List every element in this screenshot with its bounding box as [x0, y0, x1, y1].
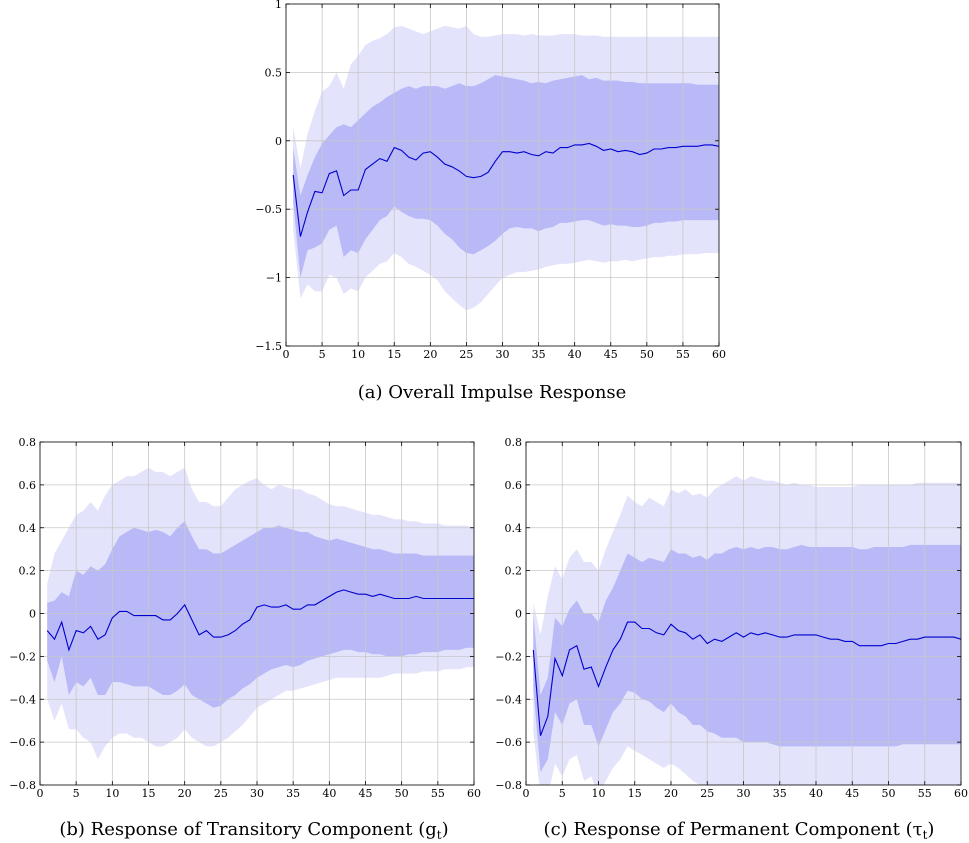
- y-tick-label: 0: [515, 608, 522, 621]
- x-tick-label: 30: [250, 787, 264, 800]
- y-tick-label: −1: [266, 272, 282, 285]
- x-tick-label: 60: [467, 787, 481, 800]
- x-tick-label: 0: [523, 787, 530, 800]
- y-tick-label: 0.4: [19, 522, 37, 535]
- x-tick-label: 35: [773, 787, 787, 800]
- x-tick-label: 25: [459, 348, 473, 361]
- x-tick-label: 45: [359, 787, 373, 800]
- y-tick-label: −0.2: [495, 650, 522, 663]
- caption-c-end: ): [927, 819, 934, 840]
- x-tick-label: 0: [283, 348, 290, 361]
- x-tick-label: 35: [532, 348, 546, 361]
- grid-c: [526, 442, 961, 785]
- axes-c: 0 5 10 15 20 25 30 35 40 45 50 55 60 −0.8 −0.6 −0.4 −0.2…: [495, 436, 968, 800]
- caption-b-sub: t: [437, 828, 442, 842]
- chart-b: 0 5 10 15 20 25 30 35 40 45 50 55 60 −0.8 −0.6 −0.4 −0.2…: [9, 436, 481, 800]
- y-tick-label: 0.2: [505, 565, 523, 578]
- x-tick-label: 20: [423, 348, 437, 361]
- x-tick-label: 5: [73, 787, 80, 800]
- caption-b: (b) Response of Transitory Component (gt…: [59, 819, 448, 842]
- x-tick-label: 50: [640, 348, 654, 361]
- axes-b: 0 5 10 15 20 25 30 35 40 45 50 55 60 −0.8 −0.6 −0.4 −0.2…: [9, 436, 481, 800]
- x-tick-label: 0: [37, 787, 44, 800]
- x-tick-label: 25: [214, 787, 228, 800]
- x-tick-label: 30: [496, 348, 510, 361]
- caption-c-sub: t: [923, 828, 928, 842]
- inner-band-b: [47, 521, 474, 708]
- x-tick-label: 55: [676, 348, 690, 361]
- x-tick-label: 45: [845, 787, 859, 800]
- y-tick-label: 1: [275, 0, 282, 11]
- caption-a: (a) Overall Impulse Response: [358, 382, 627, 403]
- x-tick-label: 50: [395, 787, 409, 800]
- x-tick-label: 60: [712, 348, 726, 361]
- y-tick-label: 0.2: [19, 565, 37, 578]
- grid-a: [286, 4, 719, 346]
- y-tick-label: −0.5: [255, 203, 282, 216]
- y-tick-label: 0: [275, 135, 282, 148]
- y-tick-label: −0.2: [9, 650, 36, 663]
- caption-b-main: (b) Response of Transitory Component (g: [59, 819, 436, 840]
- y-tick-label: 0.6: [505, 479, 523, 492]
- y-tick-label: −0.8: [495, 779, 522, 792]
- bands-a: [293, 25, 719, 311]
- x-tick-label: 55: [918, 787, 932, 800]
- x-tick-label: 40: [568, 348, 582, 361]
- x-tick-label: 20: [178, 787, 192, 800]
- y-tick-label: −0.6: [9, 736, 36, 749]
- x-tick-label: 35: [286, 787, 300, 800]
- x-tick-label: 10: [105, 787, 119, 800]
- y-tick-label: 0: [29, 608, 36, 621]
- x-tick-label: 45: [604, 348, 618, 361]
- inner-band-c: [533, 544, 961, 773]
- chart-a: 0 5 10 15 20 25 30 35 40 45 50 55 60 −1.5 −1 −0.5 0 0.5 1: [255, 0, 726, 361]
- x-tick-label: 40: [322, 787, 336, 800]
- median-line-c: [532, 621, 961, 736]
- x-tick-label: 55: [431, 787, 445, 800]
- axes-a: 0 5 10 15 20 25 30 35 40 45 50 55 60 −1.5 −1 −0.5 0 0.5 1: [255, 0, 726, 361]
- x-tick-label: 15: [142, 787, 156, 800]
- y-tick-label: −1.5: [255, 340, 282, 353]
- x-tick-label: 40: [809, 787, 823, 800]
- bands-c: [533, 476, 961, 785]
- x-tick-label: 10: [592, 787, 606, 800]
- grid-b: [40, 442, 474, 785]
- x-tick-label: 60: [954, 787, 968, 800]
- x-tick-label: 50: [882, 787, 896, 800]
- x-tick-label: 20: [664, 787, 678, 800]
- y-tick-label: 0.5: [265, 66, 283, 79]
- y-tick-label: −0.4: [9, 693, 36, 706]
- caption-c: (c) Response of Permanent Component (τt): [544, 819, 935, 842]
- x-tick-label: 10: [351, 348, 365, 361]
- x-tick-label: 15: [387, 348, 401, 361]
- median-line-a: [292, 142, 719, 237]
- x-tick-label: 25: [700, 787, 714, 800]
- y-tick-label: 0.4: [505, 522, 523, 535]
- x-tick-label: 5: [559, 787, 566, 800]
- y-tick-label: −0.8: [9, 779, 36, 792]
- chart-c: 0 5 10 15 20 25 30 35 40 45 50 55 60 −0.8 −0.6 −0.4 −0.2…: [495, 436, 968, 800]
- median-line-b: [46, 589, 474, 652]
- x-tick-label: 15: [628, 787, 642, 800]
- y-tick-label: 0.6: [19, 479, 37, 492]
- inner-band-a: [293, 75, 719, 278]
- y-tick-label: 0.8: [19, 436, 37, 449]
- caption-c-main: (c) Response of Permanent Component (τ: [544, 819, 923, 840]
- x-tick-label: 30: [737, 787, 751, 800]
- y-tick-label: −0.4: [495, 693, 522, 706]
- y-tick-label: −0.6: [495, 736, 522, 749]
- y-tick-label: 0.8: [505, 436, 523, 449]
- x-tick-label: 5: [319, 348, 326, 361]
- caption-b-end: ): [442, 819, 449, 840]
